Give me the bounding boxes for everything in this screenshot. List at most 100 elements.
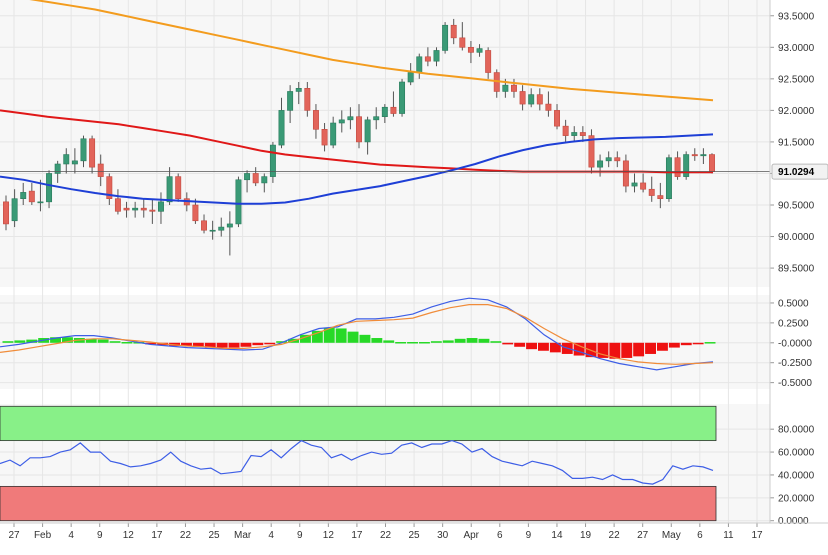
x-tick-label: 27 — [8, 530, 20, 541]
candle-body — [295, 88, 302, 92]
macd-histogram-bar — [538, 342, 549, 351]
x-tick-label: Feb — [34, 530, 52, 541]
candle-body — [356, 116, 362, 143]
candle-body — [158, 201, 164, 212]
macd-y-tick-label: -0.2500 — [778, 358, 812, 369]
candle-body — [519, 91, 526, 105]
price-y-tick-label: 90.0000 — [778, 232, 815, 243]
macd-y-tick-label: 0.5000 — [778, 298, 809, 309]
candle-body — [269, 144, 276, 177]
rsi-overbought-zone — [0, 405, 717, 442]
x-tick-label: 22 — [180, 530, 192, 541]
macd-histogram-bar — [549, 342, 561, 353]
macd-histogram-bar — [454, 338, 466, 343]
candle-body — [597, 160, 604, 168]
macd-histogram-bar — [430, 341, 442, 343]
candle-body — [97, 163, 104, 177]
candle-body — [528, 94, 535, 105]
candle-body — [467, 47, 474, 53]
candle-body — [71, 160, 78, 165]
macd-histogram-bar — [121, 342, 133, 344]
candle-body — [244, 173, 251, 181]
macd-histogram-bar — [490, 341, 502, 343]
candle-body — [149, 209, 156, 212]
candle-body — [605, 157, 612, 162]
x-tick-label: 6 — [497, 530, 503, 541]
candle-body — [511, 84, 517, 92]
candle-body — [416, 56, 423, 73]
candle-body — [114, 198, 121, 212]
price-y-tick-label: 90.5000 — [778, 201, 815, 212]
x-tick-label: 14 — [551, 530, 563, 541]
macd-y-tick-label: -0.5000 — [778, 378, 812, 389]
candle-body — [622, 160, 629, 187]
macd-histogram-bar — [704, 342, 716, 344]
candle-body — [657, 195, 664, 199]
macd-histogram-bar — [395, 342, 407, 344]
macd-histogram-bar — [62, 337, 73, 343]
macd-histogram-bar — [26, 339, 38, 343]
macd-histogram-bar — [109, 341, 121, 343]
candlestick-series — [3, 18, 715, 256]
price-y-tick-label: 93.5000 — [778, 11, 815, 22]
x-tick-label: 9 — [297, 530, 303, 541]
macd-histogram-bar — [407, 342, 418, 344]
candle-body — [89, 138, 96, 168]
macd-histogram-bar — [300, 334, 311, 343]
x-tick-label: 30 — [437, 530, 449, 541]
x-tick-label: 17 — [151, 530, 163, 541]
macd-histogram-bar — [514, 342, 526, 347]
candle-body — [665, 157, 672, 199]
macd-histogram-bar — [692, 342, 704, 345]
price-y-tick-label: 89.5000 — [778, 264, 815, 275]
macd-y-tick-label: 0.2500 — [778, 318, 809, 329]
y-axis-ticks: 93.500093.000092.500092.000091.500091.00… — [770, 11, 815, 527]
x-tick-label: 17 — [751, 530, 763, 541]
x-tick-label: 17 — [351, 530, 363, 541]
candle-body — [278, 110, 285, 146]
macd-histogram-bar — [633, 342, 645, 357]
last-price-tag: 91.0294 — [771, 163, 828, 180]
x-tick-label: 19 — [580, 530, 592, 541]
last-price-label: 91.0294 — [778, 167, 815, 178]
macd-histogram-bar — [383, 340, 395, 343]
candle-body — [20, 192, 27, 199]
candle-body — [579, 132, 586, 136]
candle-body — [648, 188, 655, 196]
macd-histogram-bar — [466, 338, 478, 343]
rsi-line — [0, 439, 714, 485]
rsi-y-tick-label: 60.0000 — [778, 448, 815, 459]
candle-body — [700, 154, 707, 157]
candle-body — [683, 154, 690, 177]
candle-body — [338, 119, 345, 124]
candle-body — [571, 132, 578, 136]
x-tick-label: May — [662, 530, 681, 541]
macd-histogram-bar — [85, 338, 97, 343]
candle-body — [459, 37, 466, 48]
x-tick-label: Mar — [234, 530, 252, 541]
candle-body — [536, 94, 543, 105]
candle-body — [562, 125, 569, 136]
macd-histogram-bar — [228, 342, 240, 348]
candle-body — [433, 50, 440, 62]
macd-histogram-bar — [2, 341, 14, 343]
macd-histogram-bar — [526, 342, 537, 350]
macd-histogram-bar — [442, 340, 454, 343]
candle-body — [364, 119, 371, 143]
macd-histogram-bar — [680, 342, 692, 346]
candle-body — [545, 103, 552, 111]
candle-body — [3, 201, 9, 225]
price-y-tick-label: 91.5000 — [778, 137, 815, 148]
candle-body — [80, 138, 87, 162]
macd-histogram-bar — [97, 339, 109, 343]
x-tick-label: 6 — [697, 530, 703, 541]
x-tick-label: Apr — [463, 530, 479, 541]
candle-body — [106, 176, 113, 199]
macd-histogram-bar — [216, 342, 228, 348]
candle-body — [54, 163, 61, 174]
candle-body — [554, 110, 560, 127]
candle-body — [175, 176, 182, 199]
x-tick-label: 22 — [380, 530, 392, 541]
x-axis-ticks: 27 Feb 4 9 12 17 22 25 Mar 4 9 12 17 22 25 30 Apr 6 9 14 19 2… — [8, 523, 763, 541]
macd-histogram-bar — [609, 342, 621, 359]
